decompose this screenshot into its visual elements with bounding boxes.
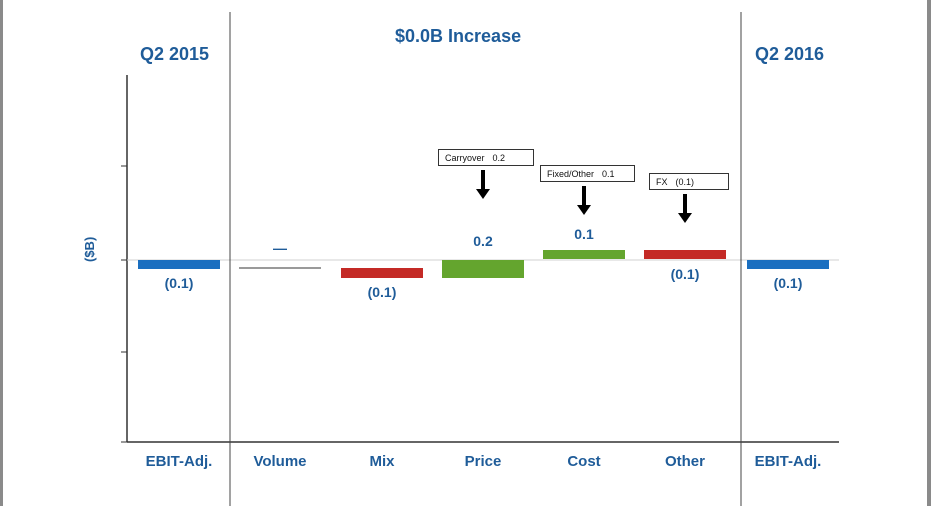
callout-value: (0.1) (675, 177, 695, 187)
callout-cost: Fixed/Other 0.1 (540, 165, 635, 182)
category-label: Mix (369, 453, 395, 470)
category-label: Other (664, 453, 705, 470)
callout-price: Carryover 0.2 (438, 149, 534, 166)
callout-other: FX (0.1) (649, 173, 729, 190)
category-label: EBIT-Adj. (145, 453, 213, 470)
chart-title: $0.0B Increase (395, 26, 522, 46)
bar-volume-1 (239, 267, 321, 269)
y-axis-label: ($B) (82, 236, 97, 262)
bar-cost-4 (543, 250, 625, 259)
waterfall-chart (121, 12, 839, 506)
value-label: (0.1) (773, 275, 803, 291)
callout-value: 0.1 (602, 169, 615, 179)
category-label: EBIT-Adj. (754, 453, 822, 470)
period-start-label: Q2 2015 (140, 44, 210, 64)
bar-ebitadj-6 (747, 260, 829, 269)
period-end-label: Q2 2016 (755, 44, 825, 64)
value-label: (0.1) (367, 284, 397, 300)
callout-arrow-head (577, 205, 591, 215)
callout-label: Fixed/Other (547, 169, 595, 179)
value-label: 0.1 (574, 226, 594, 242)
value-label: (0.1) (670, 266, 700, 282)
bar-mix-2 (341, 268, 423, 278)
callout-arrow-head (678, 213, 692, 223)
category-label: Cost (567, 453, 601, 470)
callout-label: FX (656, 177, 668, 187)
callout-value: 0.2 (492, 153, 506, 163)
bar-price-3 (442, 260, 524, 278)
bar-ebitadj-0 (138, 260, 220, 269)
category-label: Volume (253, 453, 307, 470)
value-label: — (273, 240, 287, 256)
callout-arrow-head (476, 189, 490, 199)
value-label: 0.2 (473, 233, 493, 249)
value-label: (0.1) (164, 275, 194, 291)
category-label: Price (464, 453, 502, 470)
callout-label: Carryover (445, 153, 485, 163)
bar-other-5 (644, 250, 726, 259)
